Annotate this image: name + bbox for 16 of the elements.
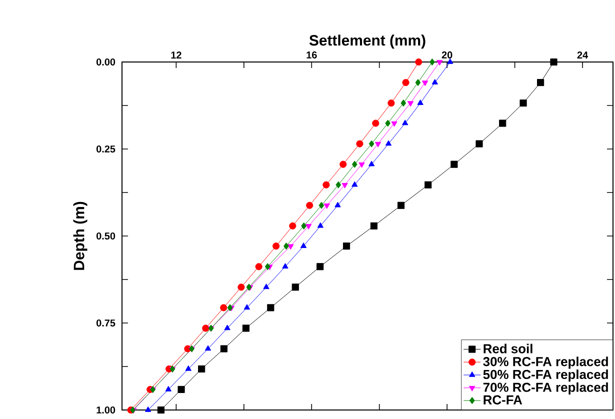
legend-label: 30% RC-FA replaced	[483, 356, 608, 369]
y-tick-label: 0.50	[96, 232, 116, 240]
x-tick-label: 20	[442, 51, 452, 58]
x-axis-title: Settlement (mm)	[309, 34, 426, 49]
y-axis-title: Depth (m)	[73, 202, 88, 270]
y-tick-label: 0.00	[96, 58, 116, 66]
x-tick-label: 24	[577, 52, 588, 58]
legend-label: 70% RC-FA replaced	[483, 382, 608, 394]
legend-label: 50% RC-FA replaced	[483, 370, 608, 382]
y-tick-label: 0.75	[96, 319, 116, 327]
x-tick-label: 16	[306, 51, 317, 58]
x-tick-label: 12	[171, 52, 182, 58]
legend-label: RC-FA	[484, 395, 522, 404]
y-tick-label: 1.00	[96, 406, 116, 414]
y-tick-label: 0.25	[96, 145, 116, 153]
legend-label: Red soil	[484, 344, 532, 354]
